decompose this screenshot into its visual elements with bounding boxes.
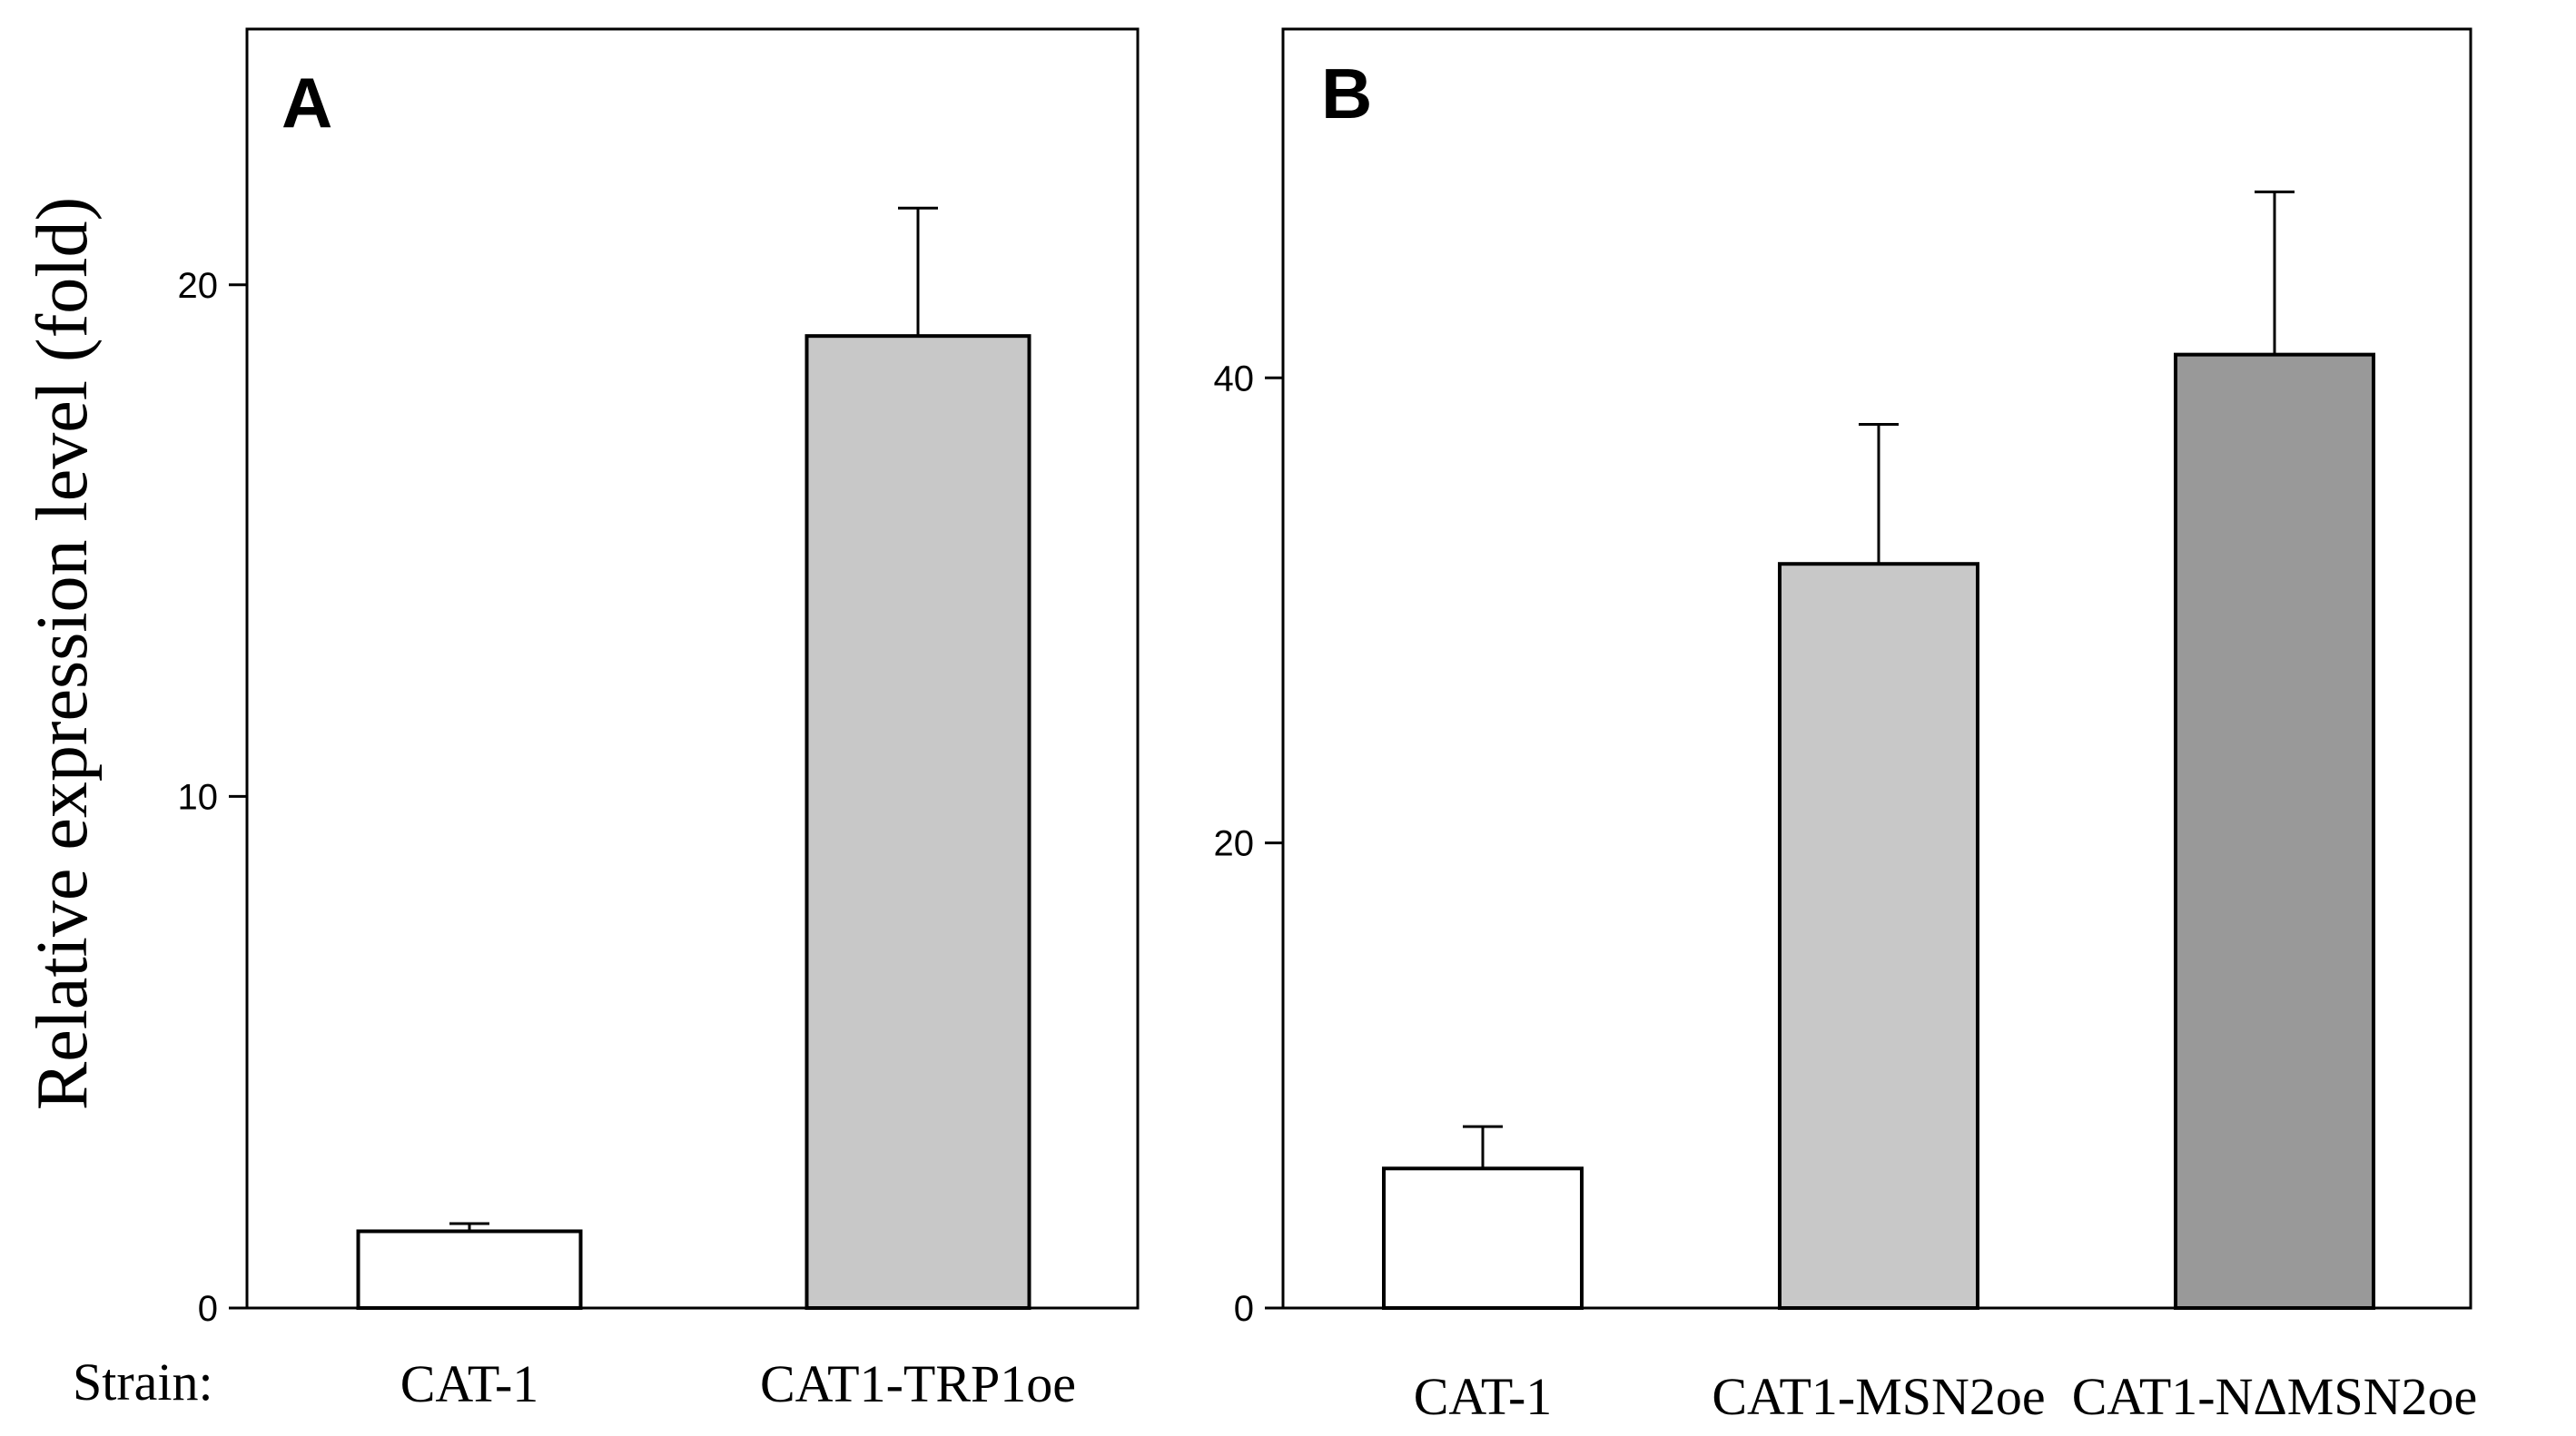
x-tick-label: CAT-1 <box>1414 1367 1553 1426</box>
panel-b: B 0 20 40 CAT-1 CAT1-MSN2oe CAT1-NΔMSN2oe <box>1214 27 2478 1426</box>
y-tick-label: 20 <box>1214 824 1255 864</box>
panel-label: A <box>281 63 332 143</box>
bar <box>1778 562 1979 1310</box>
x-tick-label: CAT1-NΔMSN2oe <box>2072 1367 2478 1426</box>
y-tick-label: 0 <box>198 1289 218 1329</box>
y-tick-label: 40 <box>1214 359 1255 398</box>
panel-a: A 0 10 20 CAT-1 CAT1-TRP1oe <box>178 27 1140 1413</box>
bar <box>356 1229 583 1310</box>
y-tick-label: 20 <box>178 266 219 306</box>
x-tick-label: CAT1-TRP1oe <box>760 1354 1076 1413</box>
bar <box>2174 352 2375 1310</box>
plot-frame <box>245 27 1140 1310</box>
panel-label: B <box>1321 54 1372 133</box>
x-tick-label: CAT-1 <box>400 1354 539 1413</box>
strain-label: Strain: <box>73 1352 213 1411</box>
y-tick-label: 10 <box>178 777 219 817</box>
y-axis-title: Relative expression level (fold) <box>23 197 103 1110</box>
x-tick-label: CAT1-MSN2oe <box>1712 1367 2045 1426</box>
bar <box>804 334 1031 1310</box>
bar <box>1382 1166 1584 1310</box>
y-tick-label: 0 <box>1234 1289 1254 1329</box>
